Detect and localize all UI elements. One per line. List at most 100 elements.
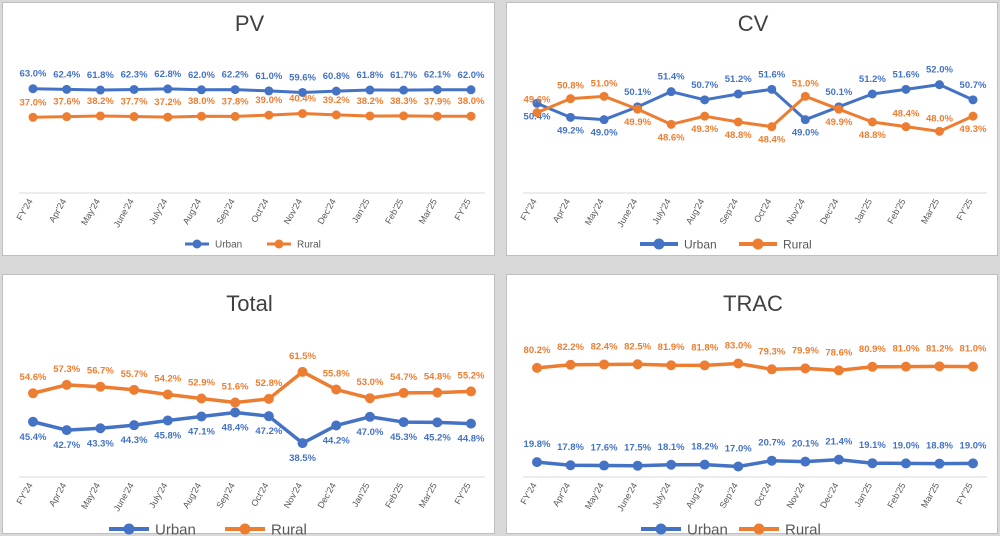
total-urban-data-label: 45.4% xyxy=(20,432,47,443)
pv-tick-label: Feb'25 xyxy=(383,197,405,226)
cv-chart: CV FY'24 Apr'24 May'24 June'24 July'24 Aug'24 S… xyxy=(518,11,987,251)
cv-rural-point xyxy=(867,117,877,127)
pv-urban-point xyxy=(331,86,341,96)
total-rural-point xyxy=(61,379,72,390)
total-tick-label: Feb'25 xyxy=(383,481,405,510)
cv-urban-point xyxy=(532,98,542,108)
trac-rural-data-label: 82.5% xyxy=(624,341,651,352)
total-urban-point xyxy=(466,418,476,429)
total-rural-point xyxy=(263,393,274,404)
cv-rural-point xyxy=(666,119,676,129)
pv-urban-data-label: 61.7% xyxy=(390,70,417,81)
trac-rural-point xyxy=(733,358,744,369)
pv-urban-point xyxy=(264,86,274,96)
total-rural-point xyxy=(28,388,38,399)
total-rural-data-label: 56.7% xyxy=(87,366,114,377)
pv-tick-label: FY'25 xyxy=(452,197,472,222)
total-urban-point xyxy=(95,423,106,434)
total-tick-label: FY'25 xyxy=(452,481,472,506)
cv-rural-line xyxy=(536,94,974,133)
trac-urban-point xyxy=(766,455,777,466)
pv-rural-point xyxy=(129,112,139,122)
total-rural-data-label: 52.8% xyxy=(255,378,282,389)
trac-tick-label: Aug'24 xyxy=(684,481,707,510)
cv-rural-data-label: 51.0% xyxy=(792,78,819,89)
cv-tick-label: May'24 xyxy=(583,197,606,227)
pv-rural-point xyxy=(331,110,341,120)
total-urban-data-label: 47.0% xyxy=(356,427,383,438)
pv-rural-data-label: 38.0% xyxy=(188,96,215,107)
trac-urban-point xyxy=(900,458,911,469)
total-tick-label: Dec'24 xyxy=(315,481,338,510)
total-legend-urban-label: Urban xyxy=(155,521,196,535)
trac-rural-data-label: 83.0% xyxy=(725,341,752,352)
trac-tick-label: FY'24 xyxy=(518,481,538,506)
trac-urban-data-label: 17.5% xyxy=(624,443,651,454)
total-tick-label: Apr'24 xyxy=(47,481,69,508)
pv-rural-point xyxy=(399,111,409,121)
total-title: Total xyxy=(226,291,272,316)
total-urban-point xyxy=(398,417,409,428)
pv-urban-point xyxy=(466,85,476,95)
trac-urban-data-label: 21.4% xyxy=(825,437,852,448)
pv-urban-data-label: 62.4% xyxy=(53,69,80,80)
pv-legend-rural-label: Rural xyxy=(297,240,321,251)
total-urban-point xyxy=(28,416,38,427)
pv-rural-data-label: 38.2% xyxy=(356,96,383,107)
pv-tick-label: Nov'24 xyxy=(282,197,305,226)
cv-urban-point xyxy=(800,115,810,125)
trac-urban-data-label: 17.0% xyxy=(725,443,752,454)
pv-urban-data-label: 62.3% xyxy=(121,69,148,80)
trac-urban-point xyxy=(833,454,844,465)
total-tick-label: June'24 xyxy=(112,481,136,513)
pv-urban-point xyxy=(432,85,442,95)
total-tick-label: Sep'24 xyxy=(214,481,237,510)
pv-rural-data-label: 38.3% xyxy=(390,96,417,107)
cv-rural-point xyxy=(733,117,743,127)
trac-rural-point xyxy=(800,363,811,374)
pv-rural-data-label: 39.2% xyxy=(323,95,350,106)
total-urban-data-label: 47.2% xyxy=(255,426,282,437)
total-rural-data-label: 52.9% xyxy=(188,378,215,389)
total-urban-data-label: 38.5% xyxy=(289,453,316,464)
total-urban-data-label: 45.3% xyxy=(390,432,417,443)
trac-rural-point xyxy=(934,361,945,372)
pv-rural-point xyxy=(432,111,442,121)
pv-tick-label: FY'24 xyxy=(14,197,34,222)
trac-rural-data-label: 81.0% xyxy=(960,344,987,355)
pv-title: PV xyxy=(235,11,265,36)
cv-rural-data-label: 48.4% xyxy=(758,135,785,146)
pv-chart-panel: PV FY'24 Apr'24 May'24 June'24 July'24 Aug'24 S… xyxy=(2,2,495,256)
trac-tick-label: Mar'25 xyxy=(919,481,941,510)
pv-urban-data-label: 61.8% xyxy=(87,70,114,81)
total-urban-point xyxy=(297,438,308,449)
cv-rural-data-label: 50.8% xyxy=(557,81,584,92)
trac-rural-point xyxy=(565,359,576,370)
cv-urban-data-label: 51.2% xyxy=(725,74,752,85)
cv-urban-data-label: 51.6% xyxy=(758,69,785,80)
total-rural-data-label: 54.2% xyxy=(154,373,181,384)
trac-rural-data-label: 81.0% xyxy=(892,344,919,355)
total-tick-label: Oct'24 xyxy=(249,481,271,508)
total-rural-data-label: 54.6% xyxy=(20,372,47,383)
total-tick-label: Aug'24 xyxy=(181,481,204,510)
trac-rural-data-label: 80.2% xyxy=(524,345,551,356)
pv-rural-data-label: 38.2% xyxy=(87,96,114,107)
cv-rural-data-label: 49.3% xyxy=(691,124,718,135)
trac-urban-point xyxy=(800,456,811,467)
total-rural-data-label: 54.8% xyxy=(424,372,451,383)
cv-urban-point xyxy=(867,89,877,99)
trac-rural-data-label: 78.6% xyxy=(825,347,852,358)
cv-urban-point xyxy=(599,115,609,125)
pv-urban-point xyxy=(163,84,173,94)
total-tick-label: Jan'25 xyxy=(350,481,372,509)
trac-rural-line xyxy=(536,361,974,373)
cv-urban-point xyxy=(934,80,944,90)
cv-legend-rural-label: Rural xyxy=(783,237,812,251)
trac-urban-data-label: 18.1% xyxy=(658,442,685,453)
pv-rural-point xyxy=(264,110,274,120)
trac-tick-label: May'24 xyxy=(583,481,606,511)
trac-tick-label: July'24 xyxy=(650,481,673,510)
cv-rural-data-label: 49.6% xyxy=(524,95,551,106)
total-urban-data-label: 45.8% xyxy=(154,431,181,442)
